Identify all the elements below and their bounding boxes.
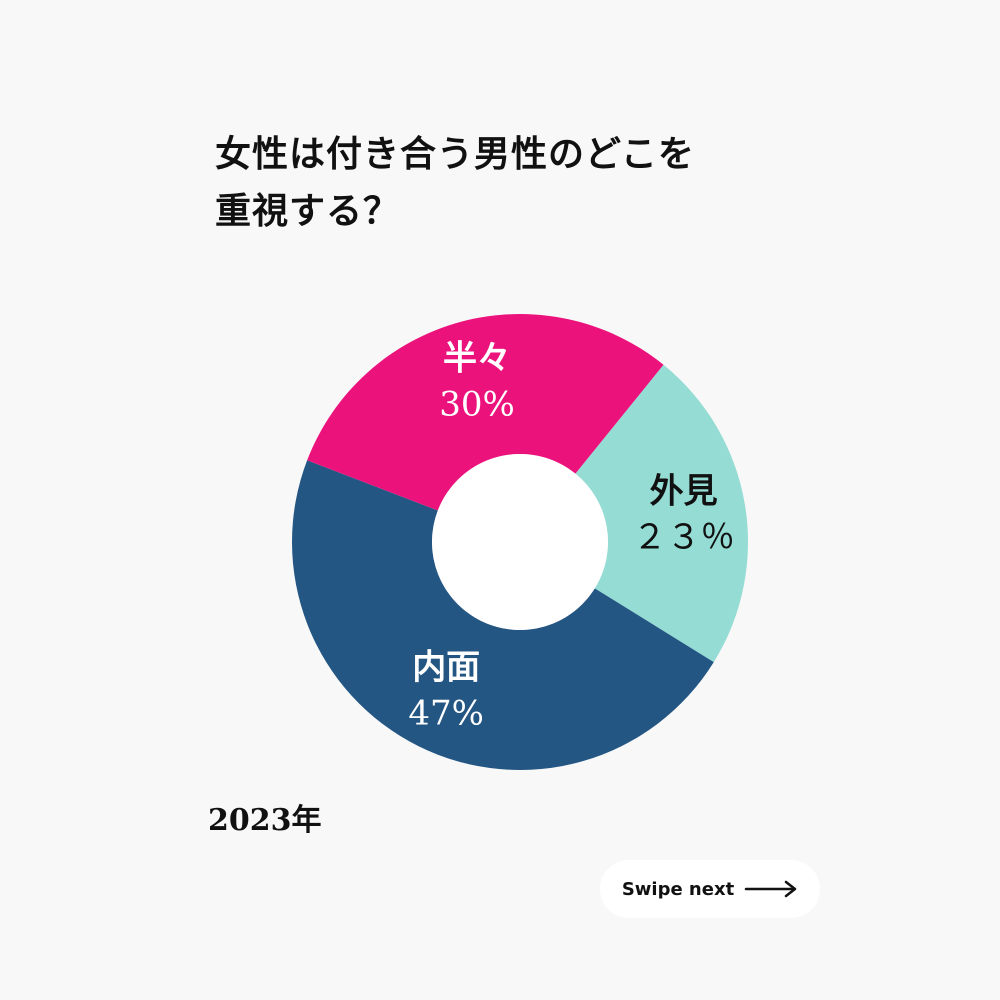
slice-value-2: 47% xyxy=(408,694,484,734)
slice-value-1: ２３％ xyxy=(633,517,735,557)
slice-value-3: 30% xyxy=(439,385,515,425)
slice-3 xyxy=(307,314,664,511)
swipe-next-label: Swipe next xyxy=(621,878,735,900)
slice-2 xyxy=(291,460,714,770)
donut-hole xyxy=(432,454,608,630)
labels-group: 外見 ２３％ 内面 47% 半々 30% xyxy=(408,339,734,734)
swipe-next-button[interactable]: Swipe next xyxy=(600,860,820,918)
page-title-line-2: 重視する？ xyxy=(215,190,401,232)
arrow-right-icon xyxy=(744,880,797,898)
page-title-line-1: 女性は付き合う男性のどこを xyxy=(215,133,695,175)
slice-label-3: 半々 xyxy=(443,339,511,379)
slice-label-1: 外見 xyxy=(650,471,718,511)
slice-1 xyxy=(575,364,748,663)
slices-group xyxy=(291,314,748,770)
slice-label-2: 内面 xyxy=(412,648,480,688)
year-label: 2023年 xyxy=(208,803,322,838)
